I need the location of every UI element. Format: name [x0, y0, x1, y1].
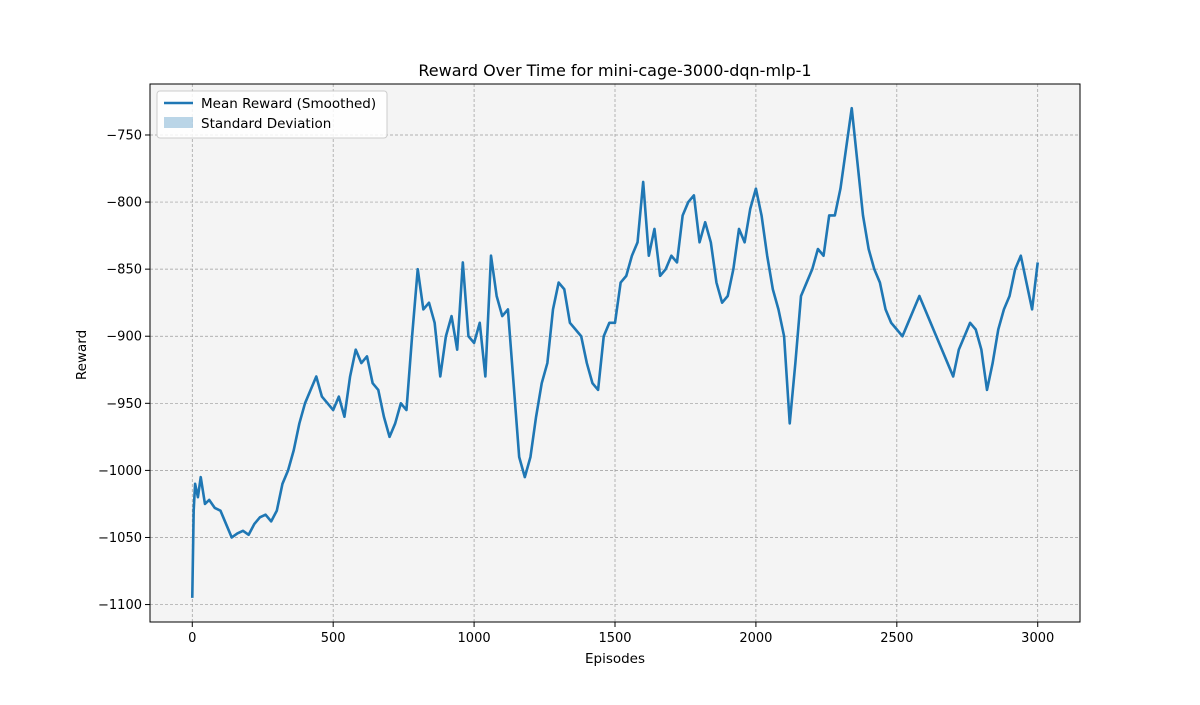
x-tick-label: 500 — [321, 631, 346, 646]
legend-box — [156, 90, 388, 139]
x-axis-label: Episodes — [585, 651, 645, 667]
y-tick-label: −950 — [106, 397, 142, 412]
y-tick-label: −1100 — [98, 598, 142, 613]
plot-area — [150, 84, 1080, 622]
x-tick-label: 1500 — [598, 631, 631, 646]
legend: Mean Reward (Smoothed) Standard Deviatio… — [156, 90, 388, 139]
x-tick-label: 1000 — [458, 631, 491, 646]
y-tick-label: −800 — [106, 196, 142, 211]
legend-label-mean-reward: Mean Reward (Smoothed) — [201, 96, 376, 112]
chart-title: Reward Over Time for mini-cage-3000-dqn-… — [418, 61, 811, 80]
x-tick-label: 2000 — [739, 631, 772, 646]
x-tick-label: 2500 — [880, 631, 913, 646]
x-tick-label: 0 — [188, 631, 196, 646]
y-axis-label: Reward — [74, 330, 90, 380]
legend-label-std-dev: Standard Deviation — [201, 116, 331, 132]
y-axis-ticks: −1100 −1050 −1000 −950 −900 −850 −800 −750 — [98, 128, 150, 613]
y-tick-label: −750 — [106, 128, 142, 143]
x-tick-label: 3000 — [1021, 631, 1054, 646]
legend-std-swatch — [164, 117, 193, 128]
y-tick-label: −1000 — [98, 464, 142, 479]
mean-reward-line — [190, 106, 1040, 598]
y-tick-label: −900 — [106, 330, 142, 345]
x-axis-ticks: 0 500 1000 1500 2000 2500 3000 — [188, 622, 1054, 646]
y-tick-label: −1050 — [98, 531, 142, 546]
y-tick-label: −850 — [106, 263, 142, 278]
